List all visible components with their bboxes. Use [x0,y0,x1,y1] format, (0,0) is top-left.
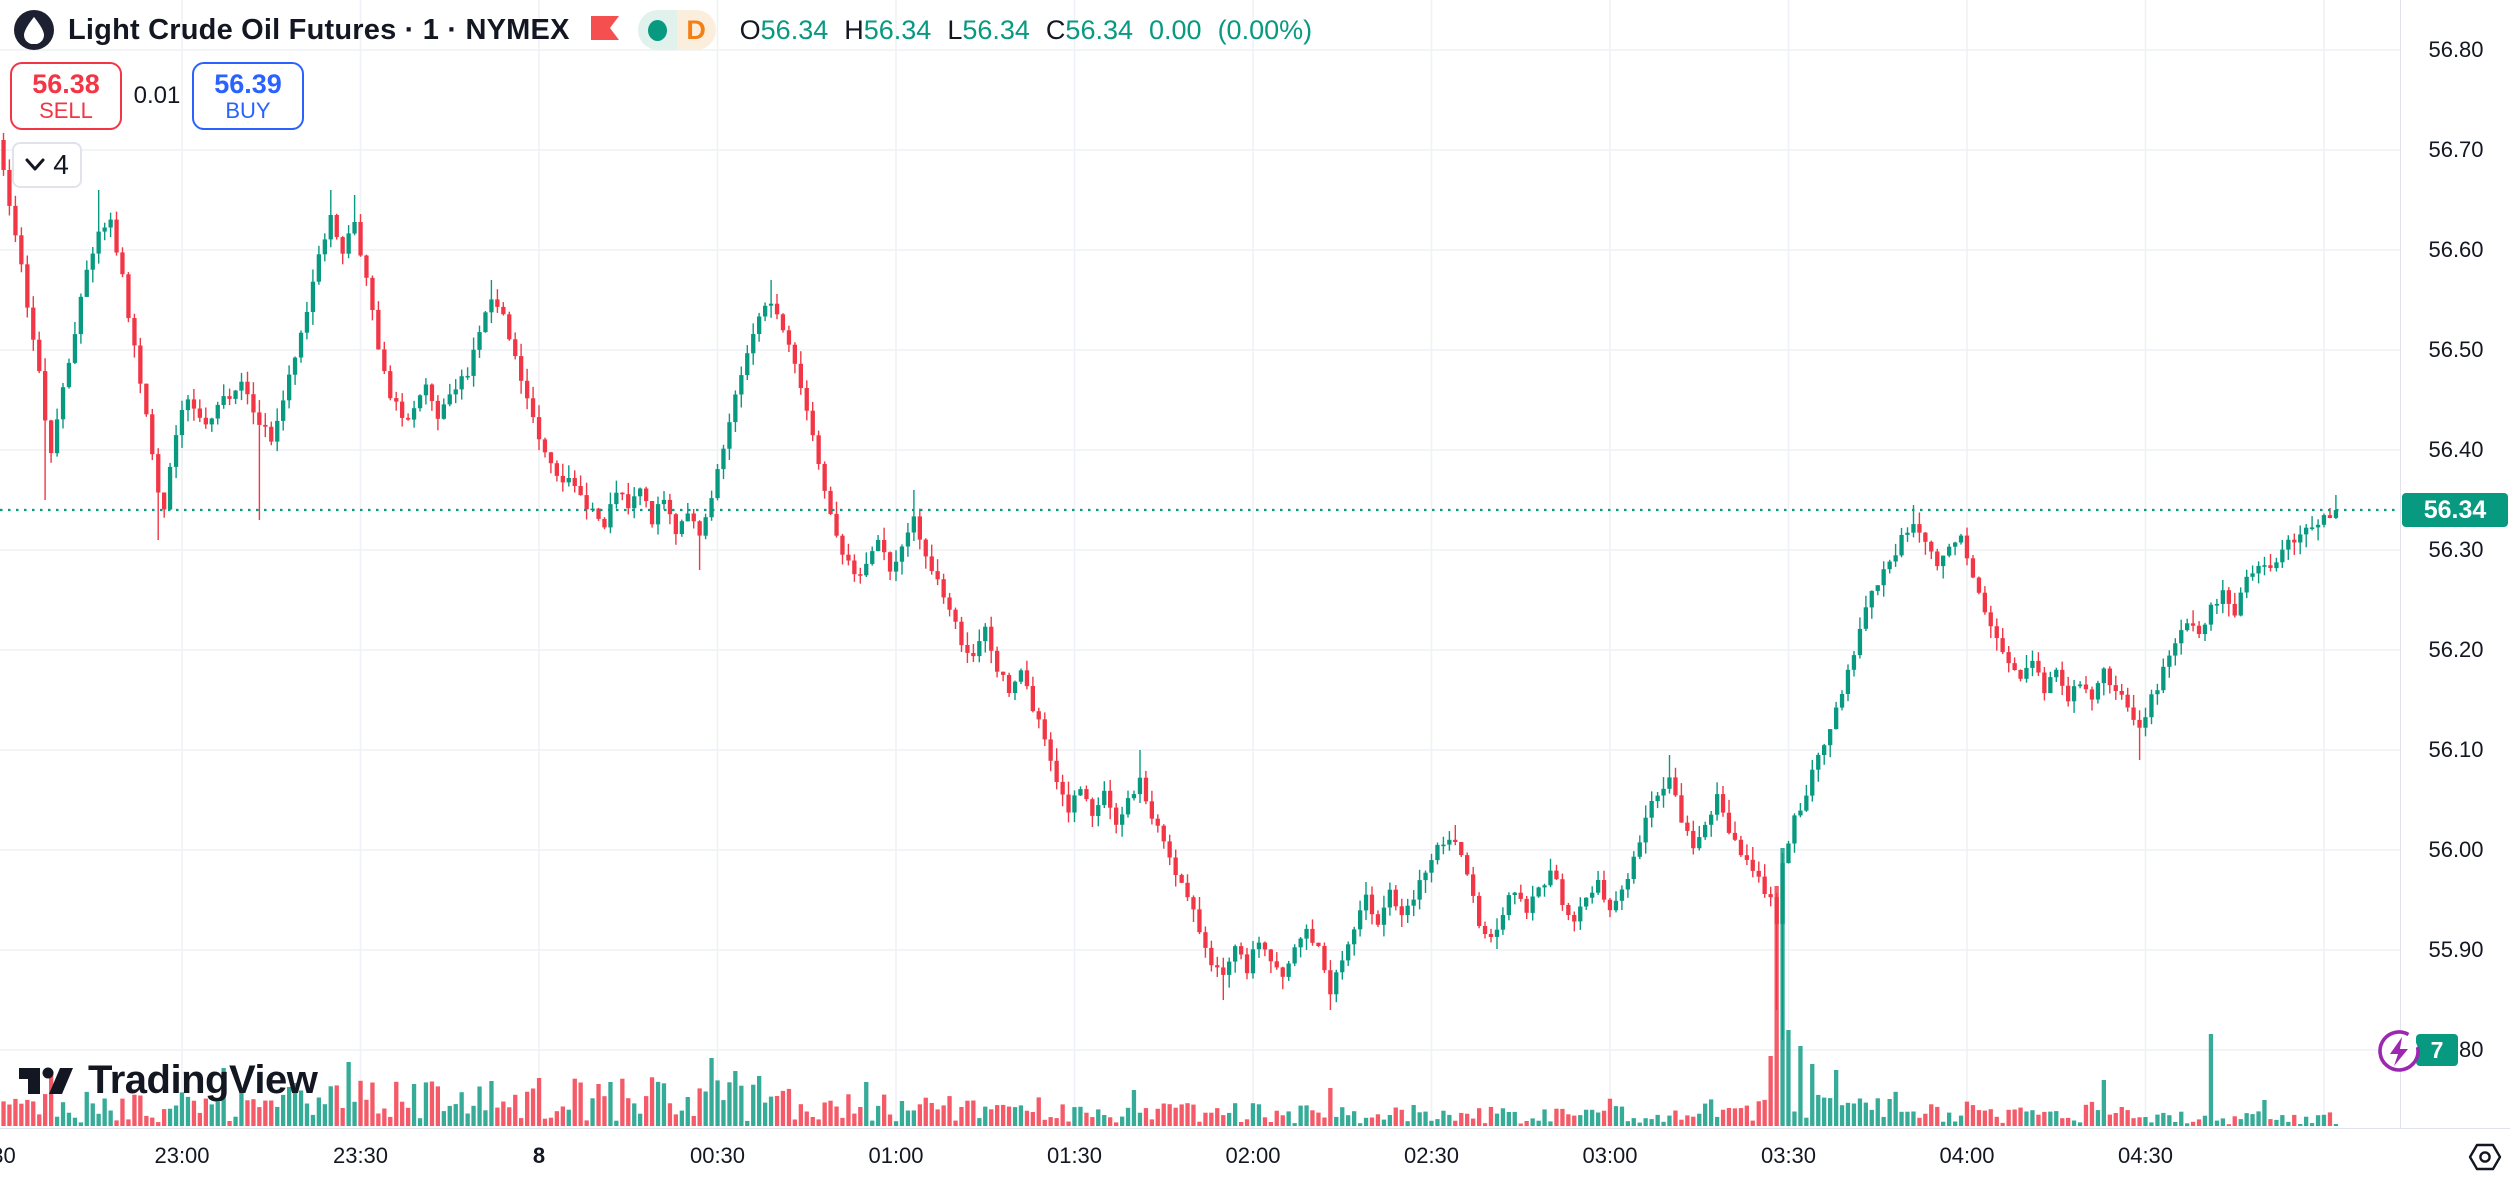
symbol-header: Light Crude Oil Futures · 1 · NYMEX D O5… [14,8,1312,52]
volume-badge: 7 [2416,1034,2458,1066]
price-axis[interactable]: 56.80 56.70 56.60 56.50 56.40 56.30 56.20 56.10… [2400,0,2510,1128]
time-tick-label: 30 [0,1143,16,1168]
price-tick-label: 56.10 [2428,737,2484,762]
time-tick-label: 23:00 [154,1143,210,1168]
ohlc-low: L56.34 [947,14,1030,45]
time-tick-label: 8 [532,1143,546,1168]
time-tick-label: 03:30 [1760,1143,1817,1168]
time-tick-label: 01:00 [868,1143,924,1168]
ohlc-close: C56.34 [1045,14,1133,45]
price-tick-label: 56.40 [2428,437,2484,462]
time-tick-label: 02:30 [1403,1143,1460,1168]
delayed-data-label: D [686,14,706,45]
sell-label: SELL [39,97,93,123]
status-pills: D [637,10,716,50]
price-tick-label: 56.70 [2428,137,2484,162]
sell-price: 56.38 [32,68,100,99]
trade-panel: 56.38 SELL 0.01 56.39 BUY [10,62,304,130]
time-tick-label: 23:30 [332,1143,389,1168]
buy-price: 56.39 [214,68,282,99]
time-tick-label: 03:00 [1582,1143,1638,1168]
oil-drop-icon[interactable] [14,10,54,50]
ohlc-open: O56.34 [739,14,829,45]
time-tick-label: 00:30 [689,1143,746,1168]
time-axis[interactable]: 30 23:00 23:30 8 00:30 01:00 01:30 02:00 02:30 03… [0,1128,2510,1184]
delayed-data-pill[interactable]: D [676,10,716,50]
hexagon-eye-icon[interactable] [2468,1143,2502,1171]
price-tick-label: 56.50 [2428,337,2484,362]
chevron-down-icon [25,158,45,171]
time-tick-label: 01:30 [1046,1143,1103,1168]
indicators-collapse-button[interactable]: 4 [12,142,82,188]
spread-value: 0.01 [133,82,181,109]
buy-button[interactable]: 56.39 BUY [192,62,304,130]
time-tick-label: 04:00 [1939,1143,1995,1168]
market-status-pill[interactable] [637,10,677,50]
price-tick-label: 56.30 [2428,537,2484,562]
flash-boost-icon[interactable] [2376,1028,2422,1074]
tradingview-wordmark: TradingView [88,1058,318,1102]
symbol-title[interactable]: Light Crude Oil Futures · 1 · NYMEX [68,13,570,46]
tradingview-logo[interactable]: TradingView [18,1058,318,1103]
indicators-count: 4 [53,149,69,180]
sell-button[interactable]: 56.38 SELL [10,62,122,130]
last-price-badge: 56.34 [2402,493,2508,527]
change-value: 0.00 [1149,14,1202,45]
flag-icon[interactable] [590,14,620,46]
market-status-dot [647,19,667,41]
price-tick-label: 56.80 [2428,37,2484,62]
price-tick-label: 56.60 [2428,237,2484,262]
buy-label: BUY [225,97,271,123]
price-tick-label: 56.00 [2428,837,2484,862]
price-tick-label: 55.90 [2428,937,2484,962]
change-percent: (0.00%) [1217,14,1313,45]
ohlc-row: O56.34 H56.34 L56.34 C56.34 0.00 (0.00%) [740,15,1312,46]
time-tick-label: 04:30 [2117,1143,2174,1168]
price-tick-label: 56.20 [2428,637,2484,662]
time-tick-label: 02:00 [1225,1143,1281,1168]
ohlc-high: H56.34 [844,14,932,45]
tradingview-glyph-icon [19,1067,73,1094]
